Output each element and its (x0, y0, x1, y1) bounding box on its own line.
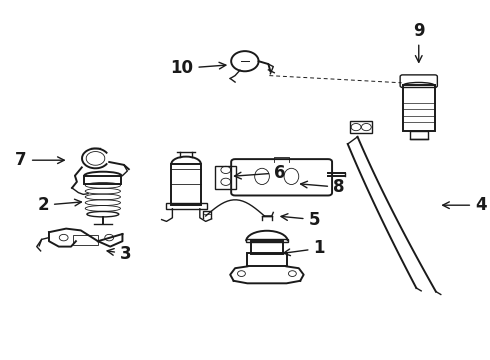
Bar (166, 203, 207, 209)
Text: 9: 9 (413, 22, 424, 62)
Text: 7: 7 (15, 151, 64, 169)
Text: 6: 6 (235, 164, 286, 182)
Text: 10: 10 (171, 59, 226, 77)
Bar (403, 85, 435, 131)
Bar (246, 239, 288, 242)
Bar (216, 166, 236, 189)
Bar (172, 164, 201, 205)
Bar (84, 176, 122, 184)
Text: 8: 8 (301, 178, 344, 196)
Bar (74, 235, 98, 245)
Bar (251, 241, 283, 254)
Text: 4: 4 (442, 196, 487, 214)
Bar (247, 253, 287, 266)
Text: 5: 5 (281, 211, 320, 229)
Bar (350, 121, 372, 133)
Text: 2: 2 (37, 196, 81, 214)
Text: 1: 1 (283, 239, 325, 257)
Text: 3: 3 (107, 245, 132, 263)
Bar (410, 131, 428, 139)
